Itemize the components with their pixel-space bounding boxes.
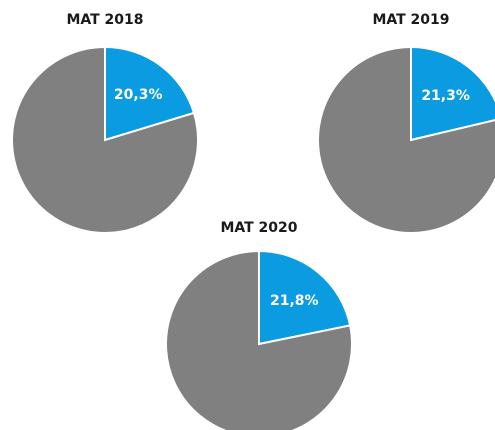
value-label: 20,3% [114,87,163,103]
chart-title: MAT 2019 [372,12,449,28]
pie-slice [165,249,353,430]
pie-slice [317,45,495,234]
chart-title: MAT 2020 [220,220,297,236]
pie-slice [11,45,199,234]
chart-title: MAT 2018 [66,12,143,28]
pie-slice [410,45,495,142]
pie-slice [258,249,352,346]
value-label: 21,8% [270,293,319,309]
pie-slice [104,45,196,142]
value-label: 21,3% [421,88,470,104]
